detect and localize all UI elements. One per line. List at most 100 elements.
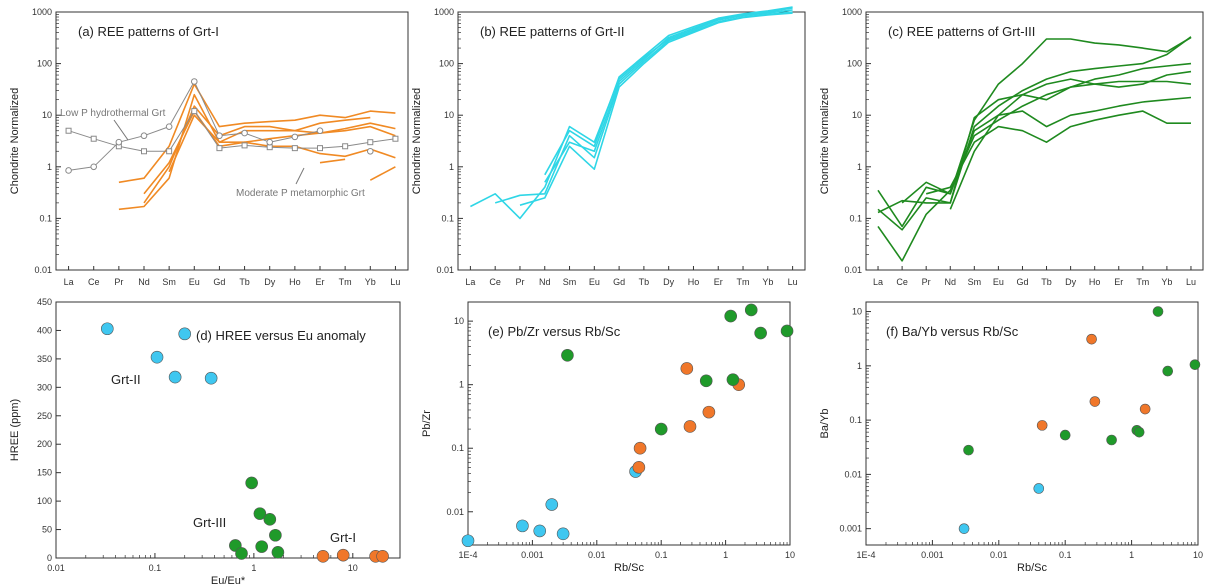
x-tick-label: Er: [714, 277, 723, 287]
reference-point: [392, 135, 399, 142]
series-line: [319, 158, 346, 164]
reference-point: [166, 148, 173, 155]
annotation-low-p: Low P hydrothermal Grt: [60, 108, 166, 119]
series-line: [494, 11, 793, 204]
y-tick-label: 0.001: [839, 524, 862, 534]
x-tick-label: La: [465, 277, 475, 287]
y-tick-label: 1000: [32, 7, 52, 17]
data-point: [744, 303, 758, 317]
data-point: [376, 549, 389, 563]
x-tick-label: 1E-4: [856, 550, 875, 560]
annotation-moderate-p: Moderate P metamorphic Grt: [236, 188, 365, 199]
y-tick-label: 0.01: [844, 265, 862, 275]
group-label-grt-ii: Grt-II: [111, 372, 141, 387]
reference-line: [68, 110, 396, 152]
y-tick-label: 0.1: [849, 213, 862, 223]
x-tick-label: Ho: [289, 277, 301, 287]
data-point: [1059, 429, 1071, 441]
y-tick-label: 50: [42, 525, 52, 535]
x-tick-label: Tb: [639, 277, 650, 287]
reference-point: [191, 108, 198, 115]
reference-point: [65, 167, 72, 174]
data-point: [780, 324, 794, 338]
reference-point: [115, 138, 123, 146]
series-line: [877, 36, 1192, 231]
data-point: [204, 371, 218, 385]
y-axis-label: Chondrite Normalized: [411, 88, 423, 194]
data-point: [561, 348, 574, 362]
reference-point: [90, 135, 97, 142]
reference-point: [291, 145, 298, 152]
plot-frame-f: [865, 301, 1199, 546]
x-tick-label: Dy: [663, 277, 674, 287]
data-point: [1086, 333, 1097, 345]
data-point: [253, 507, 267, 520]
data-point: [724, 309, 737, 323]
y-tick-label: 150: [37, 468, 52, 478]
data-point: [754, 326, 767, 340]
y-tick-label: 300: [37, 382, 52, 392]
x-tick-label: Yb: [365, 277, 376, 287]
panel-title: (f) Ba/Yb versus Rb/Sc: [886, 324, 1019, 339]
y-tick-label: 0.1: [39, 213, 52, 223]
x-tick-label: Er: [316, 277, 325, 287]
y-tick-label: 400: [37, 325, 52, 335]
series-line: [470, 9, 793, 220]
x-tick-label: Tb: [239, 277, 250, 287]
y-tick-label: 450: [37, 297, 52, 307]
y-axis-label: Chondrite Normalized: [819, 88, 831, 194]
reference-point: [317, 145, 323, 152]
y-tick-label: 1000: [434, 7, 454, 17]
reference-point: [366, 147, 374, 155]
y-axis-label: HREE (ppm): [9, 399, 21, 461]
y-tick-label: 250: [37, 411, 52, 421]
x-axis-label: Eu/Eu*: [211, 575, 246, 584]
y-tick-label: 1: [47, 162, 52, 172]
series-line: [118, 83, 396, 184]
x-tick-label: 0.01: [588, 550, 606, 560]
plot-frame-a: [55, 11, 409, 271]
x-tick-label: Sm: [162, 277, 176, 287]
data-point: [1162, 365, 1174, 377]
x-tick-label: Ce: [489, 277, 501, 287]
series-line: [877, 36, 1192, 228]
x-tick-label: 0.001: [521, 550, 544, 560]
x-tick-label: Nd: [944, 277, 956, 287]
x-tick-label: 1: [251, 563, 256, 573]
data-point: [683, 420, 697, 433]
series-line: [143, 110, 396, 195]
x-tick-label: 0.01: [47, 563, 65, 573]
data-point: [336, 548, 350, 562]
y-tick-label: 0.01: [436, 265, 454, 275]
data-point: [235, 547, 248, 560]
data-point: [963, 444, 974, 456]
series-line: [877, 80, 1192, 262]
y-tick-label: 0.1: [441, 213, 454, 223]
reference-point: [241, 142, 248, 149]
x-tick-label: 0.1: [655, 550, 668, 560]
reference-point: [190, 78, 198, 85]
y-tick-label: 100: [37, 496, 52, 506]
x-tick-label: La: [64, 277, 74, 287]
x-tick-label: Dy: [1065, 277, 1076, 287]
x-tick-label: 0.01: [990, 550, 1008, 560]
data-point: [556, 527, 570, 541]
x-tick-label: Tm: [339, 277, 352, 287]
data-point: [680, 362, 694, 375]
data-point: [1036, 420, 1048, 431]
y-tick-label: 10: [852, 307, 862, 317]
x-tick-label: Er: [1114, 277, 1123, 287]
x-tick-label: Pr: [515, 277, 524, 287]
y-tick-label: 0.1: [451, 443, 464, 453]
data-point: [100, 322, 114, 336]
x-tick-label: Sm: [563, 277, 577, 287]
x-tick-label: Gd: [213, 277, 225, 287]
y-tick-label: 10: [42, 110, 52, 120]
data-point: [533, 524, 547, 538]
data-point: [699, 374, 713, 388]
panel-title: (a) REE patterns of Grt-I: [78, 24, 219, 39]
x-tick-label: 0.1: [1059, 550, 1072, 560]
series-line: [369, 166, 396, 181]
y-tick-label: 100: [847, 59, 862, 69]
data-point: [316, 549, 330, 563]
